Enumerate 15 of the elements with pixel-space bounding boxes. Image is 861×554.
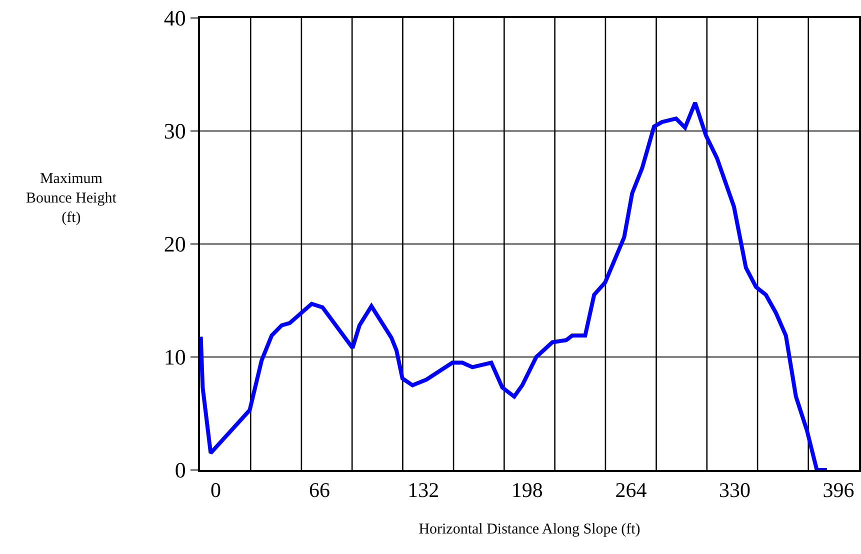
y-axis-title: Maximum Bounce Height (ft) [26,171,118,226]
x-tick-label: 330 [719,478,750,502]
y-tick-label: 30 [164,118,186,144]
line-series [200,100,829,470]
x-tick-label: 198 [511,478,543,502]
x-tick-label: 0 [210,478,221,502]
y-tick-label: 10 [164,344,186,370]
y-tick-label: 0 [174,458,186,483]
x-tick-label: 264 [615,478,648,502]
x-axis-title: Horizontal Distance Along Slope (ft) [418,521,640,538]
x-tick-label: 66 [309,478,330,502]
x-tick-label: 132 [408,478,440,502]
y-tick-label: 40 [164,6,186,31]
y-tick-label: 20 [164,232,186,257]
x-tick-label: 396 [822,478,854,502]
